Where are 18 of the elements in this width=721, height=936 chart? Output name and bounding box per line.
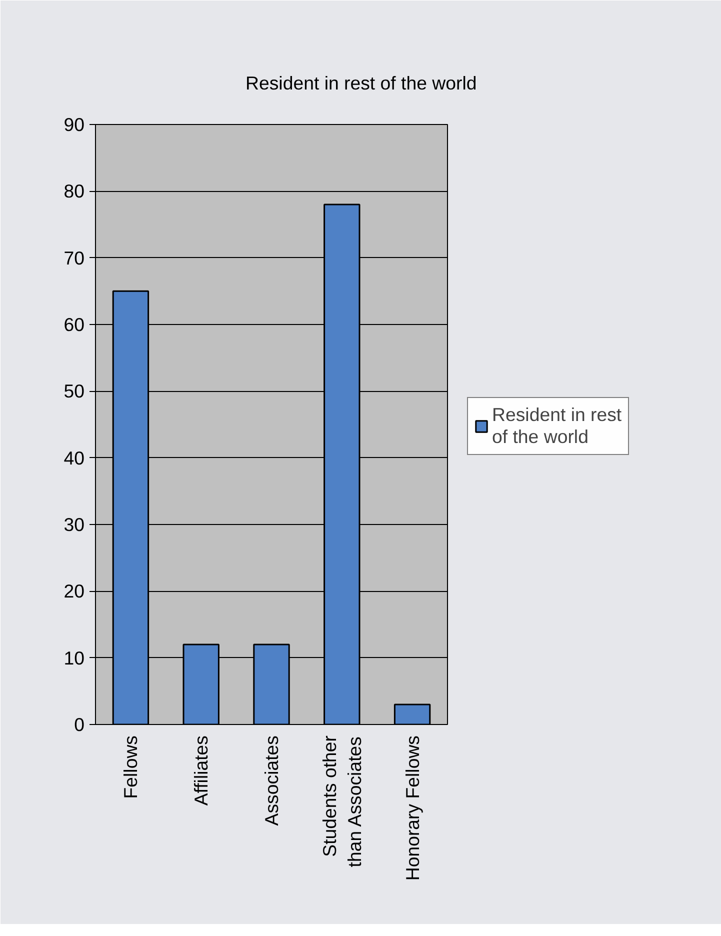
- x-tick-label: Associates: [261, 735, 282, 826]
- y-tick-label: 40: [64, 447, 85, 468]
- y-tick-label: 20: [64, 580, 85, 602]
- x-tick-label: Students other than Associates: [318, 735, 365, 868]
- x-tick-label: Fellows: [120, 735, 142, 799]
- x-tick-label: Affiliates: [190, 736, 212, 806]
- y-tick-label: 50: [64, 380, 85, 402]
- y-tick-label: 70: [64, 247, 85, 268]
- y-tick-label: 30: [64, 514, 85, 535]
- y-tick-label: 90: [64, 114, 85, 135]
- legend-label: Resident in rest of the world: [492, 404, 622, 448]
- y-tick-label: 0: [74, 714, 85, 735]
- y-tick-label: 60: [64, 314, 85, 335]
- bar: [394, 704, 431, 724]
- chart-title: Resident in rest of the world: [246, 72, 477, 94]
- y-tick-label: 10: [64, 647, 85, 668]
- x-tick-label: Honorary Fellows: [402, 735, 423, 881]
- y-tick-label: 80: [64, 180, 85, 202]
